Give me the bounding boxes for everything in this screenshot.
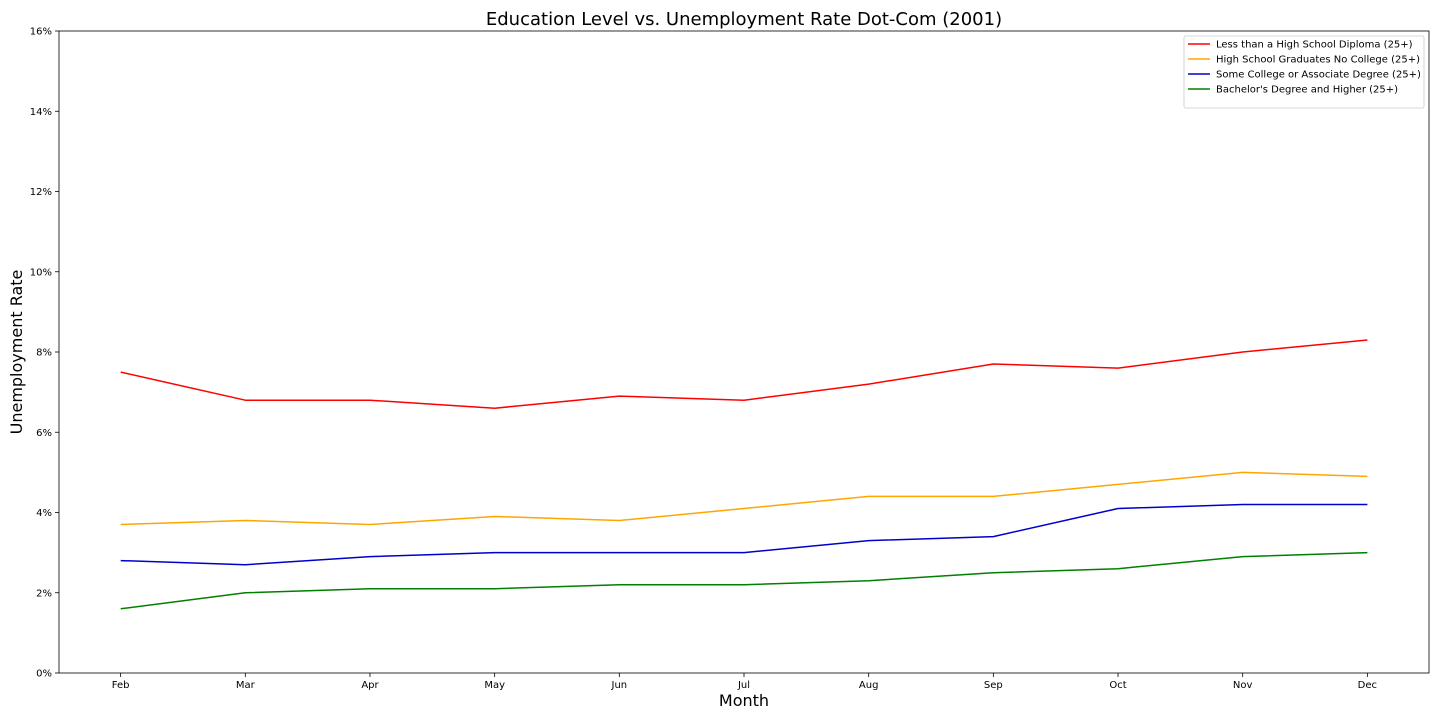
y-tick-label: 12% xyxy=(30,187,52,198)
chart-title: Education Level vs. Unemployment Rate Do… xyxy=(486,9,1002,30)
y-tick-label: 2% xyxy=(36,588,52,599)
legend-label-2: Some College or Associate Degree (25+) xyxy=(1216,70,1421,81)
x-tick-label: Jul xyxy=(737,680,750,691)
x-tick-label: Feb xyxy=(112,680,130,691)
x-tick-label: Apr xyxy=(361,680,379,691)
legend-label-3: Bachelor's Degree and Higher (25+) xyxy=(1216,85,1398,96)
y-tick-label: 8% xyxy=(36,348,52,359)
y-tick-label: 10% xyxy=(30,267,52,278)
series-line-2 xyxy=(120,503,1368,566)
x-tick-label: Nov xyxy=(1233,680,1253,691)
series-line-0 xyxy=(120,339,1368,409)
y-tick-label: 0% xyxy=(36,669,52,680)
legend-label-0: Less than a High School Diploma (25+) xyxy=(1216,40,1413,51)
x-axis-label: Month xyxy=(719,691,769,710)
y-tick-label: 14% xyxy=(30,107,52,118)
y-axis-label: Unemployment Rate xyxy=(7,270,26,435)
y-tick-label: 4% xyxy=(36,508,52,519)
legend: Less than a High School Diploma (25+) Hig… xyxy=(1183,35,1425,109)
plot-area: 0% 2% 4% 6% 8% 10% 12% 14% 16% Feb Mar Apr May Jun Jul… xyxy=(30,27,1430,691)
legend-box xyxy=(1183,35,1425,109)
y-tick-label: 6% xyxy=(36,428,52,439)
series-line-1 xyxy=(120,471,1368,526)
x-tick-label: Mar xyxy=(236,680,256,691)
x-tick-label: Oct xyxy=(1109,680,1126,691)
plot-frame xyxy=(58,30,1430,674)
legend-label-1: High School Graduates No College (25+) xyxy=(1216,55,1420,66)
x-tick-label: Aug xyxy=(859,680,879,691)
x-tick-label: Sep xyxy=(984,680,1003,691)
series-line-3 xyxy=(120,551,1368,610)
y-tick-label: 16% xyxy=(30,27,52,38)
x-tick-label: Dec xyxy=(1358,680,1377,691)
x-tick-label: May xyxy=(484,680,505,691)
x-tick-label: Jun xyxy=(611,680,628,691)
